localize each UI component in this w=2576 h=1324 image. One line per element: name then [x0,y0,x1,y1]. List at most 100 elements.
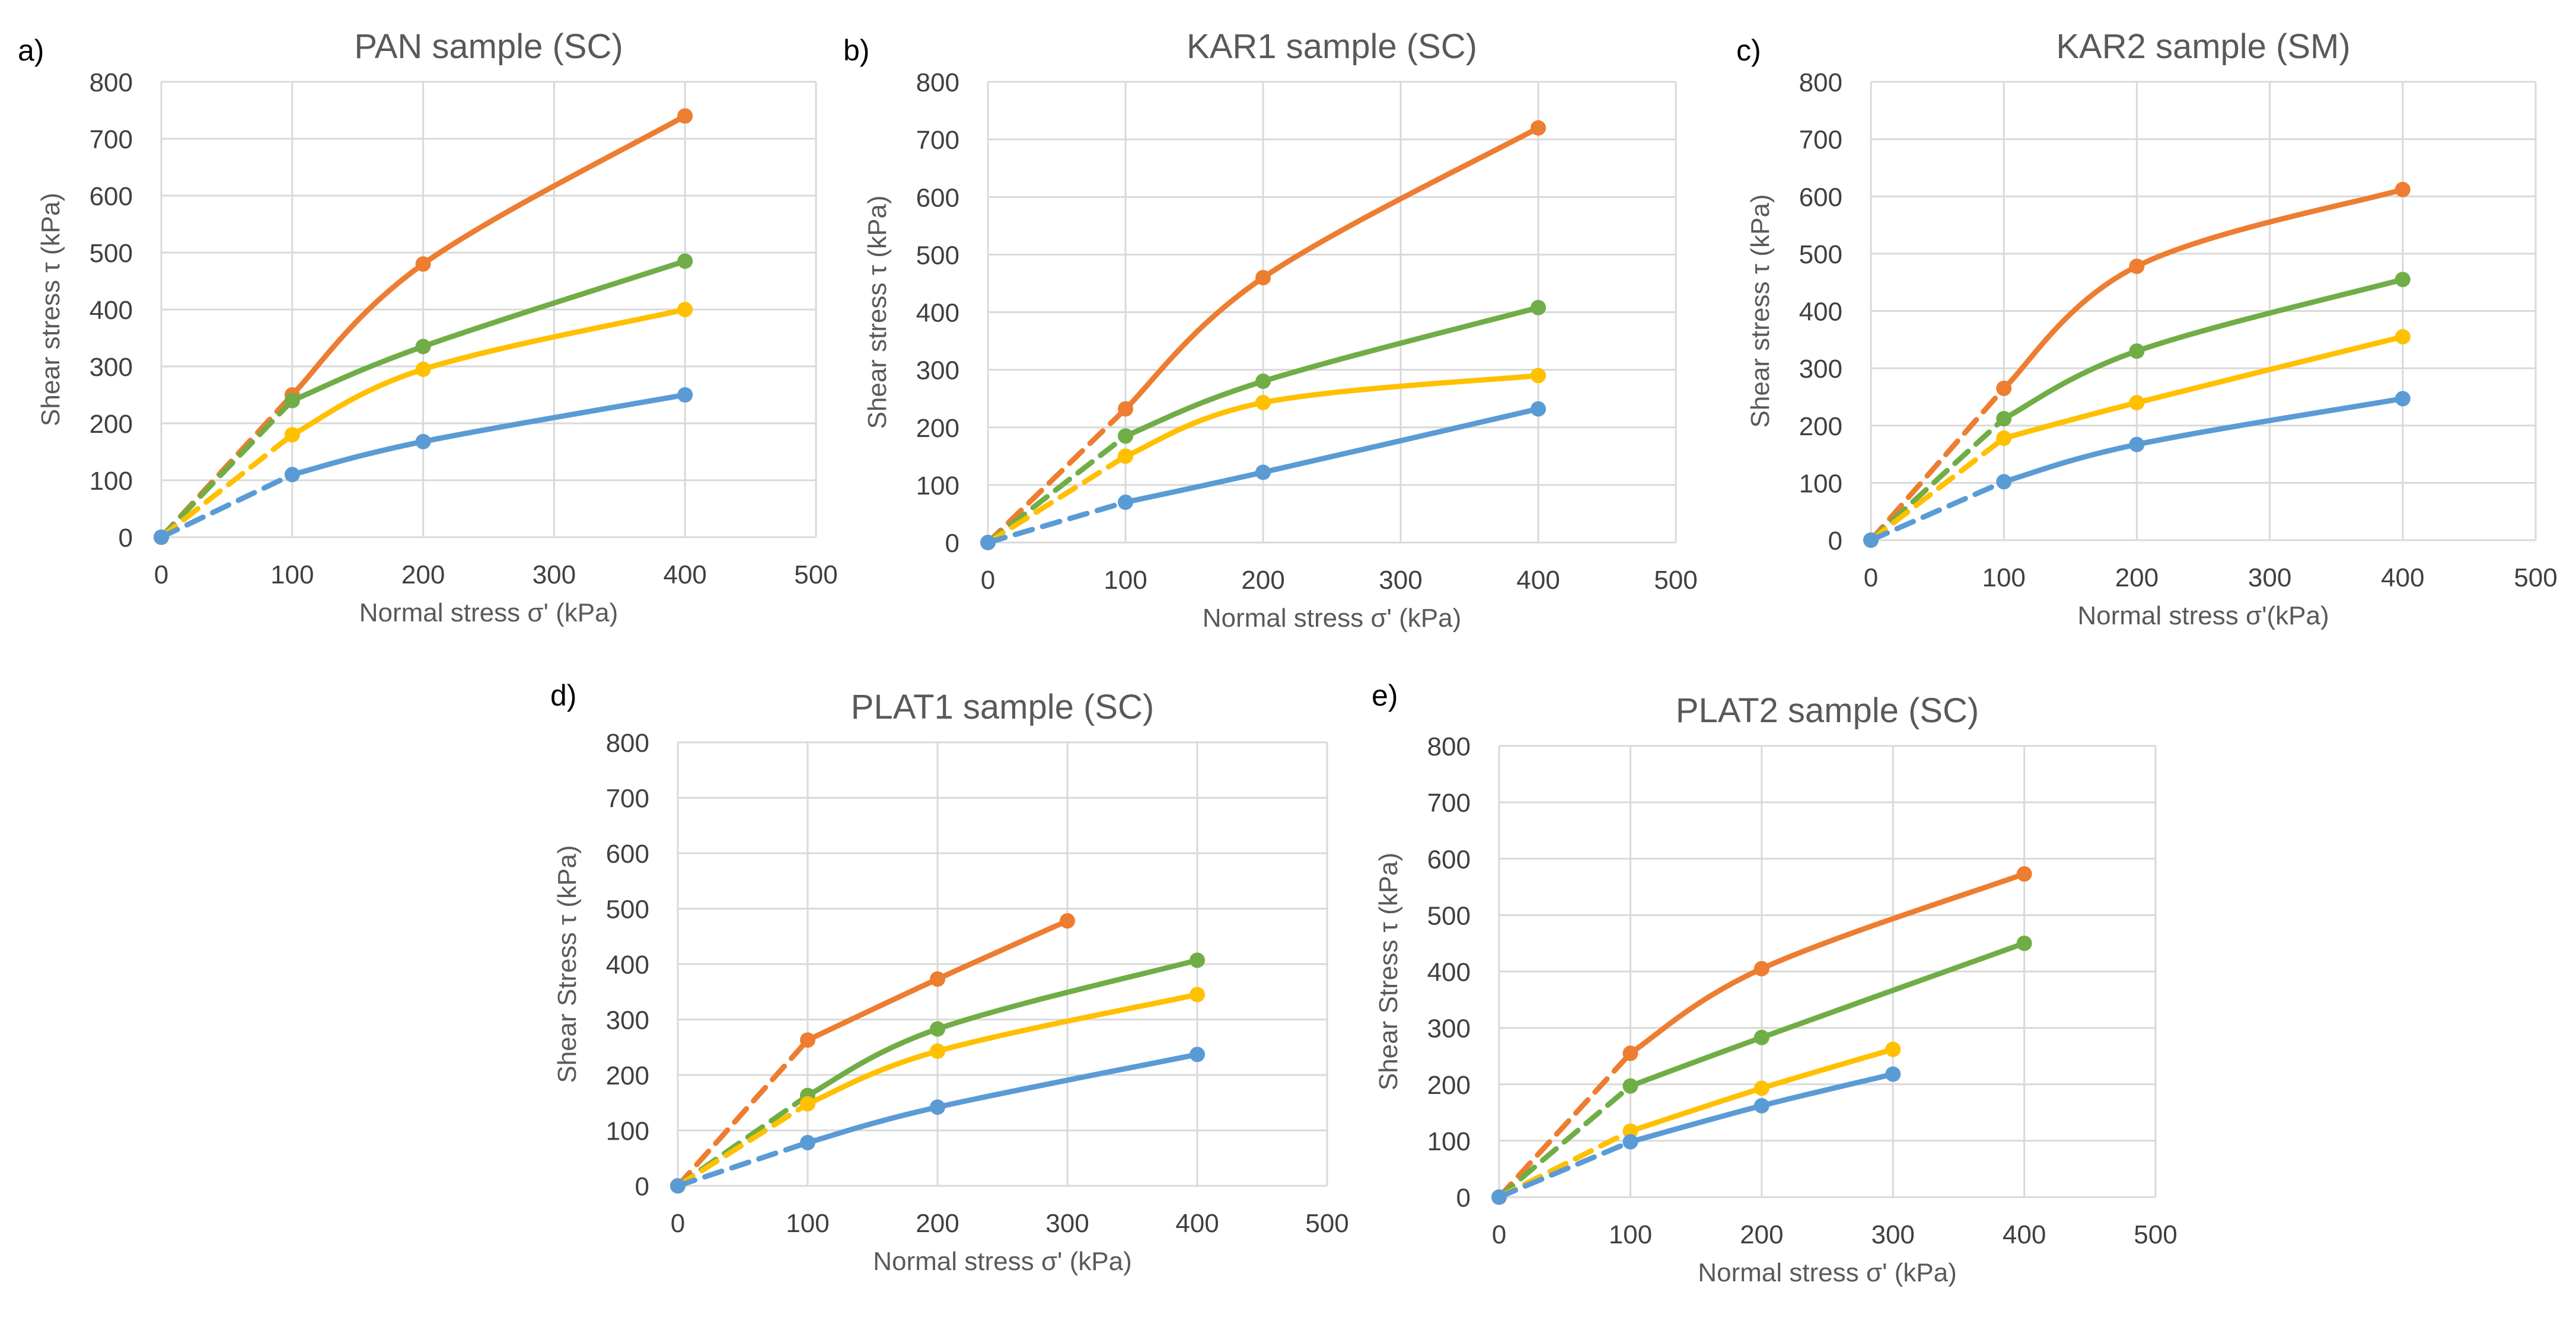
data-point [2129,395,2145,411]
series-dashed-line [1868,416,2007,543]
series-dashed-line [1496,1083,1633,1200]
y-tick-label: 200 [1427,1071,1471,1100]
series-line [1123,406,1541,505]
chart-panel: c) KAR2 sample (SM) 0 100 200 300 400 500 600 700… [1736,27,2558,630]
chart-title: PLAT2 sample (SC) [1676,691,1979,730]
data-point [2016,935,2032,951]
y-tick-label: 500 [1427,901,1471,930]
data-point [415,433,431,449]
x-tick-label: 0 [1864,563,1878,592]
series-line [1123,372,1541,459]
chart-panel: a) PAN sample (SC) 0 100 200 300 400 500 600 700 8… [18,27,838,627]
x-tick-label: 0 [671,1209,685,1238]
data-point [1885,1041,1901,1057]
y-axis-title: Shear Stress τ (kPa) [1374,853,1403,1090]
y-tick-label: 100 [1799,469,1842,498]
data-point [415,339,431,355]
y-tick-label: 800 [1427,732,1471,761]
data-point [677,302,693,317]
x-tick-label: 500 [2514,563,2557,592]
panel-label: d) [550,679,576,712]
data-point [415,361,431,377]
data-point [1118,494,1133,511]
data-point [1754,1029,1770,1045]
y-tick-label: 500 [916,241,959,270]
series-dashed-line [1496,1139,1633,1200]
series-dashed-line [985,499,1128,545]
series-dashed-line [1868,385,2007,543]
y-tick-label: 700 [1799,126,1842,155]
x-tick-label: 0 [154,560,168,589]
y-tick-label: 300 [90,353,133,382]
data-point [415,256,431,272]
x-tick-label: 300 [1045,1209,1089,1238]
series-dashed-line [1496,1050,1633,1200]
x-tick-label: 400 [2003,1220,2046,1249]
x-tick-label: 100 [786,1209,829,1238]
data-point [677,253,693,269]
y-tick-label: 800 [606,729,649,758]
series-dashed-line [158,471,295,540]
data-point [2129,436,2145,452]
series-dashed-line [158,432,295,540]
data-point [284,467,300,483]
y-tick-label: 300 [1799,355,1842,384]
data-point [1996,474,2012,490]
y-tick-label: 500 [1799,240,1842,269]
y-tick-label: 400 [916,299,959,328]
data-point [677,387,693,403]
series-dashed-line [675,1140,811,1189]
y-tick-label: 200 [916,414,959,443]
x-axis-title: Normal stress σ'(kPa) [2077,601,2329,630]
data-point [1255,270,1271,286]
x-tick-label: 500 [1305,1209,1348,1238]
y-axis-title: Shear stress τ (kPa) [1746,194,1775,428]
data-point [1996,380,2012,396]
y-tick-label: 600 [1427,845,1471,874]
y-tick-label: 700 [90,125,133,154]
x-tick-label: 400 [2381,563,2424,592]
x-axis-title: Normal stress σ' (kPa) [1698,1258,1957,1287]
series-dashed-line [985,433,1128,545]
data-point [2016,866,2032,882]
series-dashed-line [158,398,295,540]
data-point [670,1178,686,1194]
data-point [1118,401,1133,417]
data-point [930,1099,945,1115]
data-point [1190,1047,1205,1063]
x-tick-label: 300 [2248,563,2291,592]
x-tick-label: 400 [1175,1209,1219,1238]
data-point [1622,1078,1638,1094]
data-point [930,1043,945,1059]
data-point [1754,961,1770,977]
y-tick-label: 400 [1799,298,1842,327]
x-axis-title: Normal stress σ' (kPa) [1203,604,1462,633]
y-tick-label: 200 [1799,412,1842,441]
panel-label: c) [1736,34,1761,67]
chart-title: PAN sample (SC) [354,27,623,66]
data-point [1190,952,1205,968]
data-point [284,427,300,443]
data-point [677,108,693,124]
x-tick-label: 100 [1609,1220,1652,1249]
data-point [1255,394,1271,410]
data-point [2395,181,2411,197]
y-tick-label: 800 [916,68,959,97]
x-tick-label: 300 [533,560,576,589]
data-point [1996,411,2012,427]
data-point [980,535,996,550]
data-point [1996,430,2012,446]
data-point [1255,464,1271,480]
series-line [2001,187,2406,391]
y-axis-title: Shear stress τ (kPa) [863,196,892,429]
y-tick-label: 600 [1799,183,1842,212]
series-dashed-line [1868,435,2007,543]
series-line [805,991,1200,1107]
x-tick-label: 300 [1871,1220,1914,1249]
data-point [800,1096,815,1112]
data-point [930,971,945,987]
y-tick-label: 0 [1828,527,1842,556]
y-tick-label: 100 [90,467,133,496]
panel-label: e) [1372,679,1398,712]
y-tick-label: 800 [1799,68,1842,97]
